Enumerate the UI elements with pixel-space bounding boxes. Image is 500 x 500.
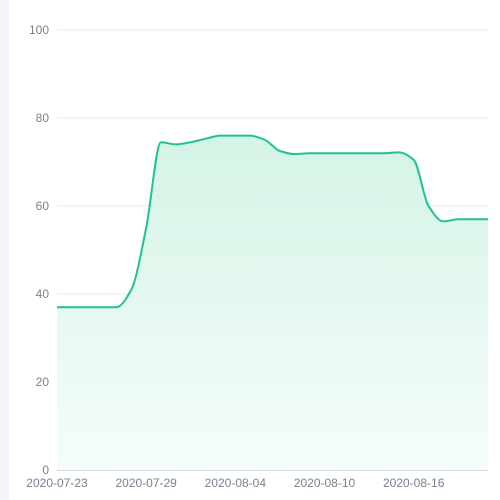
x-tick-label: 2020-08-10 xyxy=(294,476,356,490)
y-tick-label: 100 xyxy=(29,23,49,37)
y-tick-label: 80 xyxy=(36,111,50,125)
y-axis-labels: 0 20 40 60 80 100 xyxy=(29,23,49,477)
x-axis-labels: 2020-07-23 2020-07-29 2020-08-04 2020-08-10… xyxy=(26,476,444,490)
x-tick-label: 2020-07-29 xyxy=(115,476,177,490)
y-tick-label: 0 xyxy=(42,463,49,477)
series-area-fill xyxy=(57,135,488,470)
series-line xyxy=(57,134,488,309)
y-tick-label: 40 xyxy=(36,287,50,301)
x-tick-label: 2020-08-04 xyxy=(205,476,267,490)
x-tick-label: 2020-08-16 xyxy=(383,476,445,490)
y-tick-label: 60 xyxy=(36,199,50,213)
left-panel-edge xyxy=(0,0,9,500)
x-tick-label: 2020-07-23 xyxy=(26,476,88,490)
y-tick-label: 20 xyxy=(36,375,50,389)
